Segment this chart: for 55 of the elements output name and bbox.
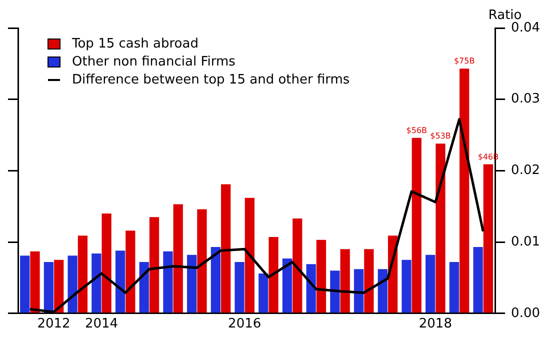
bar — [78, 236, 88, 313]
bar — [306, 264, 316, 313]
y-tick-label: 0.02 — [511, 163, 540, 178]
bar — [221, 184, 231, 313]
x-tick-label: 2018 — [418, 316, 452, 332]
annotation: $75B — [454, 56, 475, 66]
y-tick-label: 0.00 — [511, 306, 540, 321]
bar — [292, 218, 302, 313]
y-tick-label: 0.01 — [511, 234, 540, 250]
bar — [20, 256, 30, 313]
annotation: $56B — [406, 126, 428, 135]
x-tick-label: 2012 — [37, 316, 70, 332]
x-tick-label: 2014 — [84, 316, 118, 332]
bar — [282, 258, 292, 313]
bar — [187, 254, 197, 313]
bar — [102, 214, 112, 313]
bar — [234, 262, 244, 313]
bar — [68, 256, 78, 313]
bar — [426, 254, 436, 313]
bar — [340, 249, 350, 313]
bar — [149, 217, 160, 313]
bar — [268, 237, 278, 313]
bar — [402, 260, 412, 313]
bar — [210, 247, 220, 313]
bar — [330, 270, 340, 313]
bar — [473, 247, 483, 313]
bar — [126, 230, 136, 313]
bar — [436, 144, 446, 313]
x-tick-label: 2016 — [228, 316, 262, 332]
bar — [354, 269, 364, 313]
bar — [173, 204, 183, 313]
y-tick-label: 0.04 — [511, 20, 540, 36]
bar — [412, 138, 422, 313]
bar — [449, 262, 460, 313]
y-axis-title: Ratio — [488, 8, 522, 23]
annotation: $53B — [430, 132, 451, 141]
bar — [115, 250, 126, 313]
bar — [460, 68, 470, 313]
bar — [163, 251, 173, 313]
bar — [244, 198, 254, 313]
bar — [483, 164, 494, 313]
bar — [30, 251, 40, 313]
bar — [316, 240, 326, 313]
bar — [364, 249, 374, 313]
bar — [258, 273, 268, 313]
legend-label: Top 15 cash abroad — [71, 36, 198, 52]
y-tick-label: 0.03 — [511, 92, 540, 107]
bar — [92, 253, 102, 313]
legend-label: Difference between top 15 and other firms — [72, 72, 350, 88]
bar — [139, 262, 149, 313]
bar — [44, 262, 54, 313]
bar — [378, 269, 388, 313]
bar — [54, 260, 64, 313]
bar — [197, 209, 207, 313]
legend-label: Other non financial Firms — [72, 54, 236, 70]
